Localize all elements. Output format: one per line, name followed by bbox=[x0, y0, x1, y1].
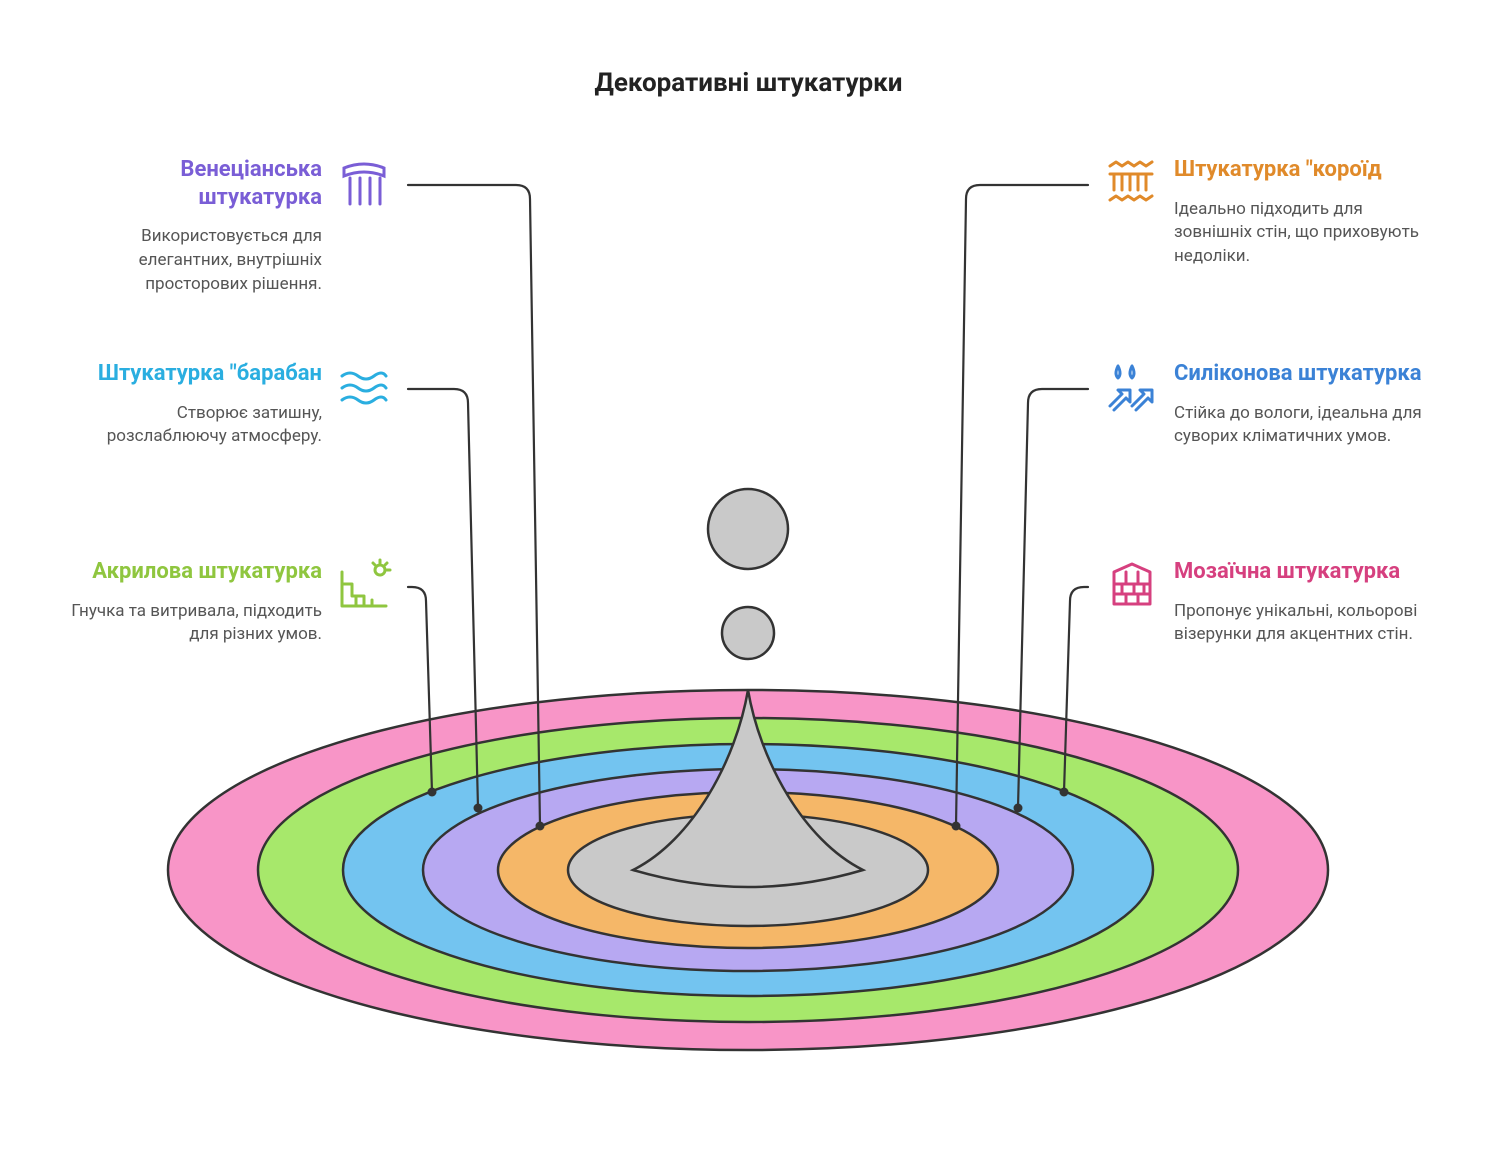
waves-icon bbox=[336, 360, 392, 416]
item-mosaic: Мозаїчна штукатурка Пропонує унікальні, … bbox=[1174, 558, 1434, 647]
item-mosaic-desc: Пропонує унікальні, кольорові візерунки … bbox=[1174, 600, 1434, 648]
item-mosaic-title: Мозаїчна штукатурка bbox=[1174, 558, 1434, 586]
item-venetian-desc: Використовується для елегантних, внутріш… bbox=[62, 225, 322, 296]
ripple-rings bbox=[168, 690, 1328, 1050]
item-koroid-desc: Ідеально підходить для зовнішніх стін, щ… bbox=[1174, 198, 1434, 269]
item-koroid-title: Штукатурка "короїд bbox=[1174, 156, 1434, 184]
item-koroid: Штукатурка "короїд Ідеально підходить дл… bbox=[1174, 156, 1434, 269]
item-acrylic: Акрилова штукатурка Гнучка та витривала,… bbox=[62, 558, 322, 647]
page-title: Декоративні штукатурки bbox=[0, 68, 1497, 98]
item-venetian-title: Венеціанська штукатурка bbox=[62, 156, 322, 211]
texture-icon bbox=[1104, 156, 1160, 212]
item-baraban-title: Штукатурка "барабан bbox=[62, 360, 322, 388]
mosaic-icon bbox=[1104, 558, 1160, 614]
item-silicone-title: Силіконова штукатурка bbox=[1174, 360, 1434, 388]
splash-drop bbox=[633, 489, 863, 887]
column-icon bbox=[336, 156, 392, 212]
item-silicone: Силіконова штукатурка Стійка до вологи, … bbox=[1174, 360, 1434, 449]
waterproof-icon bbox=[1104, 360, 1160, 416]
connector-lines bbox=[408, 185, 1088, 831]
item-venetian: Венеціанська штукатурка Використовується… bbox=[62, 156, 322, 296]
item-acrylic-desc: Гнучка та витривала, підходить для різни… bbox=[62, 600, 322, 648]
item-baraban-desc: Створює затишну, розслаблюючу атмосферу. bbox=[62, 402, 322, 450]
item-acrylic-title: Акрилова штукатурка bbox=[62, 558, 322, 586]
item-baraban: Штукатурка "барабан Створює затишну, роз… bbox=[62, 360, 322, 449]
landscape-icon bbox=[336, 558, 392, 614]
item-silicone-desc: Стійка до вологи, ідеальна для суворих к… bbox=[1174, 402, 1434, 450]
